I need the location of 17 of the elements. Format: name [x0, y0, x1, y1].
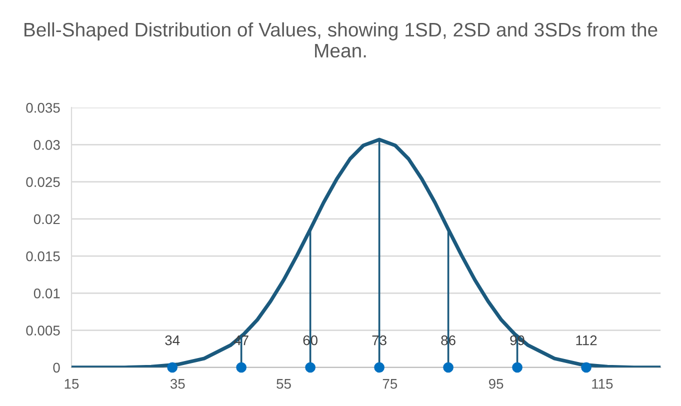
y-tick-label: 0.025: [26, 177, 60, 187]
chart-title: Bell-Shaped Distribution of Values, showing 1SD, 2SD and 3SDs from the Mean.: [24, 22, 658, 58]
y-tick-label: 0.01: [34, 288, 60, 298]
y-tick-label: 0.02: [34, 214, 60, 224]
x-tick-label: 35: [170, 378, 185, 389]
y-tick-label: 0.005: [26, 326, 60, 336]
y-tick-label: 0.015: [26, 251, 60, 262]
annotation: 112: [576, 335, 597, 346]
x-tick-label: 75: [382, 379, 398, 389]
y-tick-label: 0: [53, 362, 60, 373]
x-tick-label: 55: [276, 379, 291, 389]
x-tick-label: 115: [592, 379, 613, 389]
x-tick-label: 95: [488, 378, 504, 389]
annotation: 34: [165, 335, 180, 346]
y-tick-label: 0.03: [34, 140, 60, 150]
y-tick-label: 0.035: [26, 102, 60, 113]
x-tick-label: 15: [64, 379, 79, 389]
